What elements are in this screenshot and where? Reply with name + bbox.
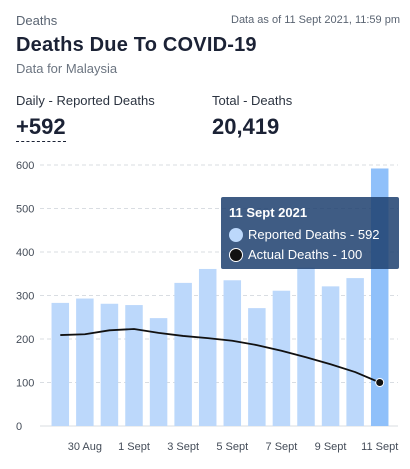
tooltip-date: 11 Sept 2021 <box>229 205 308 220</box>
chart-header: Deaths Data as of 11 Sept 2021, 11:59 pm <box>16 13 400 29</box>
x-tick-label-3-sept: 3 Sept <box>167 441 199 453</box>
x-tick-label-7-sept: 7 Sept <box>266 441 298 453</box>
bar-3-sept[interactable] <box>174 282 192 426</box>
chart-tooltip: 11 Sept 2021 Reported Deaths - 592 Actua… <box>221 197 399 269</box>
bar-7-sept[interactable] <box>272 290 291 426</box>
x-tick-label-30-aug: 30 Aug <box>68 441 102 453</box>
bar-10-sept[interactable] <box>346 278 364 426</box>
y-tick-label-300: 300 <box>16 291 34 303</box>
x-tick-label-5-sept: 5 Sept <box>216 441 248 453</box>
daily-deaths-label: Daily - Reported Deaths <box>16 93 155 108</box>
bar-9-sept[interactable] <box>321 286 340 426</box>
bar-5-sept[interactable] <box>223 280 242 426</box>
data-timestamp: Data as of 11 Sept 2021, 11:59 pm <box>231 14 400 26</box>
actual-deaths-line <box>60 328 381 384</box>
y-tick-label-400: 400 <box>16 247 34 259</box>
bar-4-sept[interactable] <box>198 268 217 426</box>
tooltip-actual-row: Actual Deaths - 100 <box>229 247 362 263</box>
bar-8-sept[interactable] <box>297 267 315 426</box>
total-deaths-stat: Total - Deaths 20,419 <box>212 93 292 140</box>
section-label: Deaths <box>16 13 58 28</box>
bar-6-sept[interactable] <box>248 308 266 426</box>
bar-29-aug[interactable] <box>51 302 70 426</box>
x-tick-label-1-sept: 1 Sept <box>118 441 150 453</box>
bar-2-sept[interactable] <box>149 318 168 426</box>
bar-1-sept[interactable] <box>125 305 143 426</box>
x-tick-label-9-sept: 9 Sept <box>315 441 347 453</box>
daily-deaths-stat: Daily - Reported Deaths +592 <box>16 93 155 142</box>
total-deaths-label: Total - Deaths <box>212 93 293 108</box>
total-deaths-value: 20,419 <box>212 114 280 139</box>
y-tick-label-200: 200 <box>16 334 34 346</box>
y-tick-label-600: 600 <box>16 160 34 172</box>
tooltip-actual: Actual Deaths - 100 <box>248 247 363 262</box>
reported-legend-dot-icon <box>229 228 243 242</box>
x-tick-label-11-sept: 11 Sept <box>361 441 398 453</box>
actual-deaths-point-11-sept <box>375 378 385 387</box>
daily-deaths-value[interactable]: +592 <box>16 114 66 142</box>
page-title: Deaths Due To COVID-19 <box>16 34 257 56</box>
tooltip-reported-row: Reported Deaths - 592 <box>229 227 380 243</box>
y-tick-label-500: 500 <box>16 204 34 216</box>
y-tick-label-100: 100 <box>16 378 34 390</box>
bar-30-aug[interactable] <box>76 298 94 426</box>
actual-legend-dot-icon <box>229 248 243 262</box>
tooltip-reported: Reported Deaths - 592 <box>248 227 380 242</box>
page-subtitle: Data for Malaysia <box>16 61 118 76</box>
bar-31-aug[interactable] <box>100 303 119 426</box>
y-tick-label-0: 0 <box>16 421 22 433</box>
